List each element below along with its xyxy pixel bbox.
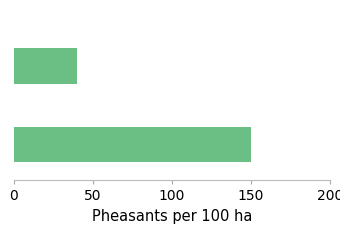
Bar: [14, 127, 251, 162]
Bar: [14, 48, 77, 84]
X-axis label: Pheasants per 100 ha: Pheasants per 100 ha: [91, 209, 252, 224]
